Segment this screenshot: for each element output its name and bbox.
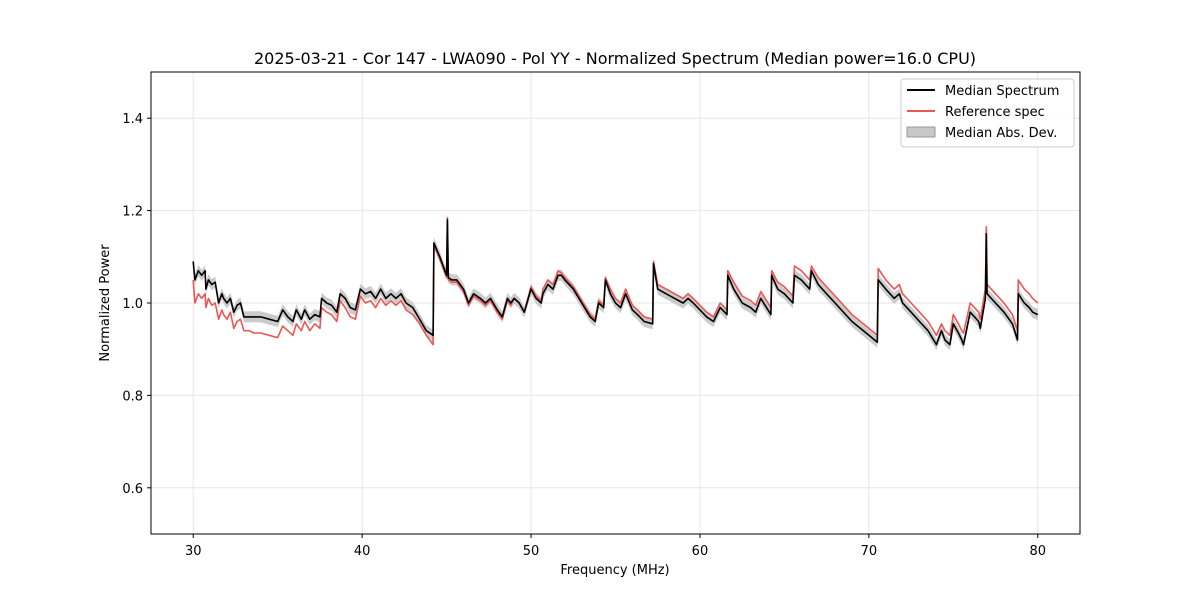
chart-title: 2025-03-21 - Cor 147 - LWA090 - Pol YY -… [254, 49, 976, 68]
x-tick-label: 30 [185, 544, 202, 559]
series-layer [192, 216, 1039, 346]
x-axis-ticks: 30 40 50 60 70 80 [185, 534, 1046, 559]
legend: Median Spectrum Reference spec Median Ab… [900, 78, 1075, 148]
y-tick-label: 1.2 [122, 205, 143, 220]
y-tick-label: 1.4 [122, 112, 143, 127]
legend-label-median: Median Spectrum [945, 84, 1059, 99]
legend-label-mad: Median Abs. Dev. [945, 126, 1057, 141]
reference-spec-line [192, 216, 1039, 346]
x-tick-label: 70 [861, 544, 878, 559]
x-tick-label: 60 [692, 544, 709, 559]
median-spectrum-line [192, 219, 1039, 346]
x-axis-label: Frequency (MHz) [560, 563, 669, 578]
x-tick-label: 80 [1029, 544, 1046, 559]
x-tick-label: 40 [354, 544, 371, 559]
legend-swatch-mad [906, 126, 936, 138]
y-axis-ticks: 0.6 0.8 1.0 1.2 1.4 [122, 112, 151, 497]
legend-box [900, 78, 1075, 148]
y-tick-label: 0.8 [122, 389, 143, 404]
x-tick-label: 50 [523, 544, 540, 559]
y-axis-label: Normalized Power [98, 244, 113, 362]
legend-label-reference: Reference spec [945, 105, 1045, 120]
y-tick-label: 1.0 [122, 297, 143, 312]
y-tick-label: 0.6 [122, 482, 143, 497]
